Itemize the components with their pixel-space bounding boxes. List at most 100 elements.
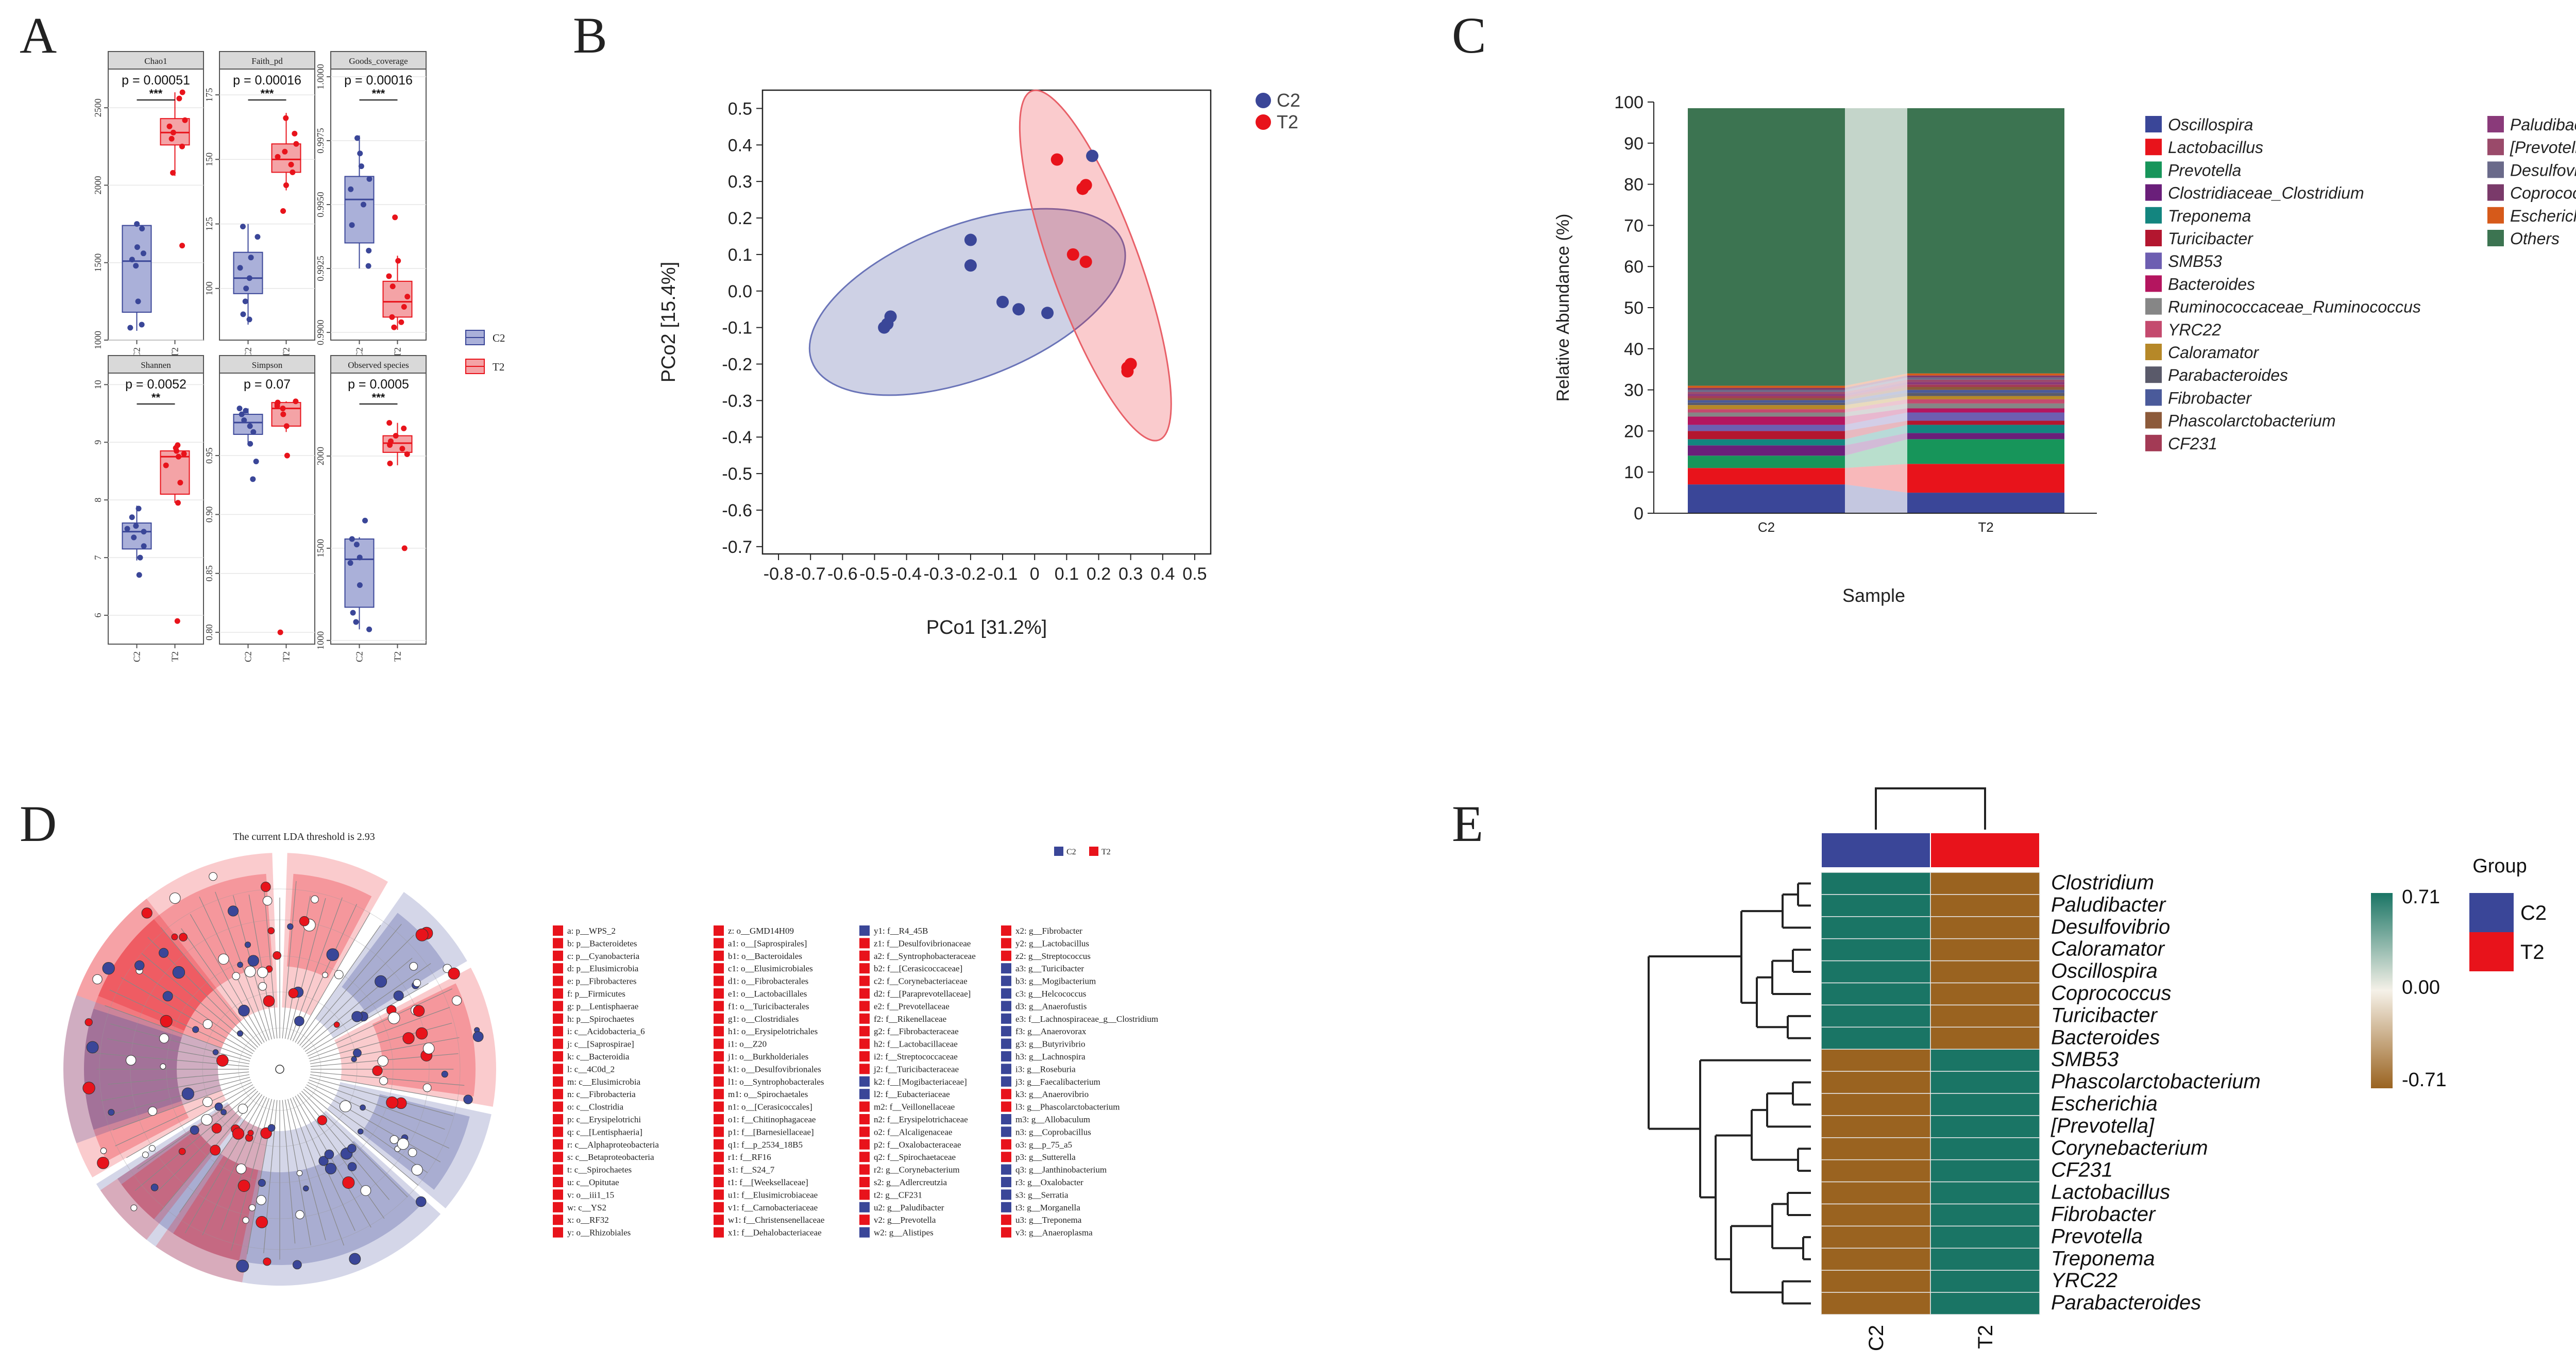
taxon-label: r: c__Alphaproteobacteria: [567, 1140, 659, 1150]
row-label: Corynebacterium: [2051, 1137, 2208, 1159]
taxon-swatch: [859, 1038, 870, 1049]
cladogram-node: [386, 1096, 398, 1109]
p-value: p = 0.0052: [125, 377, 187, 392]
bar-segment: [1688, 402, 1845, 406]
cladogram-node: [263, 995, 275, 1007]
row-label: Escherichia: [2051, 1092, 2158, 1115]
x-tick-label: -0.2: [956, 564, 986, 584]
x-tick-label: -0.8: [764, 564, 794, 584]
sig-stars: ***: [261, 87, 274, 100]
legend-swatch: [2487, 230, 2504, 246]
taxon-swatch: [1001, 950, 1011, 961]
heatmap-cell: [1821, 1026, 1931, 1050]
taxon-label: f1: o__Turicibacterales: [728, 1001, 809, 1011]
heatmap-cell: [1821, 1115, 1931, 1138]
cladogram-ring: [99, 888, 461, 1250]
bar-segment: [1688, 439, 1845, 446]
bar-segment: [1907, 382, 2064, 385]
flow-ribbon: [1845, 390, 1907, 403]
cladogram-node: [294, 1016, 304, 1026]
cladogram-node: [299, 916, 310, 926]
taxon-label: q: c__[Lentisphaeria]: [567, 1127, 642, 1137]
panel-label-a: A: [20, 7, 57, 64]
taxon-label: u2: g__Paludibacter: [874, 1203, 944, 1212]
legend-swatch: [1089, 847, 1098, 856]
taxon-swatch: [553, 1189, 563, 1200]
taxon-swatch: [553, 1114, 563, 1124]
taxon-swatch: [714, 1189, 724, 1200]
x-tick-label: 0.3: [1118, 564, 1143, 584]
box-point: [241, 417, 247, 423]
row-label: Paludibacter: [2051, 894, 2166, 916]
y-tick-label: 2500: [93, 98, 103, 117]
clade-shading: [63, 853, 278, 1177]
bar-segment: [1907, 412, 2064, 421]
box-point: [349, 222, 355, 228]
y-tick-label: 0.80: [204, 624, 214, 641]
taxon-label: t1: f__[Weeksellaceae]: [728, 1177, 808, 1187]
box-panel-header: [108, 355, 204, 374]
taxon-label: t2: g__CF231: [874, 1190, 922, 1200]
row-dendrogram: [1648, 882, 1811, 1305]
row-label: SMB53: [2051, 1048, 2119, 1071]
box-point: [282, 148, 288, 155]
cladogram-branch: [105, 1005, 251, 1059]
taxon-swatch: [553, 1001, 563, 1012]
taxon-label: a2: f__Syntrophobacteraceae: [874, 951, 976, 961]
box-point: [293, 141, 299, 147]
taxon-label: t: c__Spirochaetes: [567, 1165, 632, 1175]
flow-ribbon: [1845, 399, 1907, 413]
taxon-label: a1: o__[Saprospirales]: [728, 938, 807, 948]
taxon-label: r3: g__Oxalobacter: [1015, 1177, 1083, 1187]
legend-label: Desulfovibrio: [2510, 161, 2576, 179]
legend-label: Others: [2510, 229, 2560, 248]
cladogram-branch: [112, 1079, 251, 1131]
cladogram-branch: [309, 1076, 453, 1116]
taxon-label: w: c__YS2: [567, 1203, 606, 1212]
box-point: [239, 411, 245, 417]
y-tick-label: -0.3: [722, 391, 752, 411]
cladogram-node: [260, 882, 271, 892]
box-point: [399, 446, 405, 452]
taxon-swatch: [859, 1227, 870, 1238]
heatmap-cell: [1930, 1049, 2040, 1072]
box-point: [365, 263, 371, 269]
cladogram-branch: [121, 977, 253, 1054]
taxon-label: h2: f__Lactobacillaceae: [874, 1039, 958, 1049]
legend-swatch: [2145, 161, 2162, 178]
row-label: Parabacteroides: [2051, 1291, 2201, 1314]
box-point: [141, 529, 147, 535]
heatmap-cell: [1930, 1248, 2040, 1271]
heatmap-cell: [1821, 872, 1931, 895]
heatmap-cell: [1821, 1071, 1931, 1094]
cladogram-node: [247, 955, 259, 967]
cladogram-node: [178, 1148, 186, 1155]
legend-label: CF231: [2168, 434, 2217, 453]
cladogram-branch: [263, 1100, 278, 1254]
bar-segment: [1907, 403, 2064, 409]
heatmap-cell: [1821, 1248, 1931, 1271]
box-point: [395, 258, 401, 264]
cladogram-branch: [287, 1099, 326, 1241]
y-tick-label: 8: [93, 498, 103, 502]
taxon-swatch: [859, 938, 870, 949]
legend-label: [Prevotella]: [2510, 138, 2576, 157]
x-tick-label: -0.3: [923, 564, 954, 584]
taxon-swatch: [859, 1215, 870, 1225]
cladogram-branch: [304, 1086, 428, 1173]
taxon-label: s1: f__S24_7: [728, 1165, 775, 1175]
taxon-label: d3: g__Anaerofustis: [1015, 1001, 1087, 1011]
cladogram-node: [232, 1127, 245, 1140]
flow-ribbon: [1845, 484, 1907, 513]
cladogram-branch: [231, 1099, 273, 1251]
taxon-label: x2: g__Fibrobacter: [1015, 926, 1082, 936]
box-point: [253, 459, 259, 465]
bar-segment: [1688, 108, 1845, 386]
cladogram-node: [237, 1030, 244, 1037]
box-point: [277, 629, 283, 635]
box-point: [292, 130, 298, 137]
taxon-label: e2: f__Prevotellaceae: [874, 1001, 950, 1011]
flow-ribbon: [1845, 403, 1907, 417]
box-point: [389, 283, 396, 290]
scatter-point: [1086, 149, 1099, 162]
